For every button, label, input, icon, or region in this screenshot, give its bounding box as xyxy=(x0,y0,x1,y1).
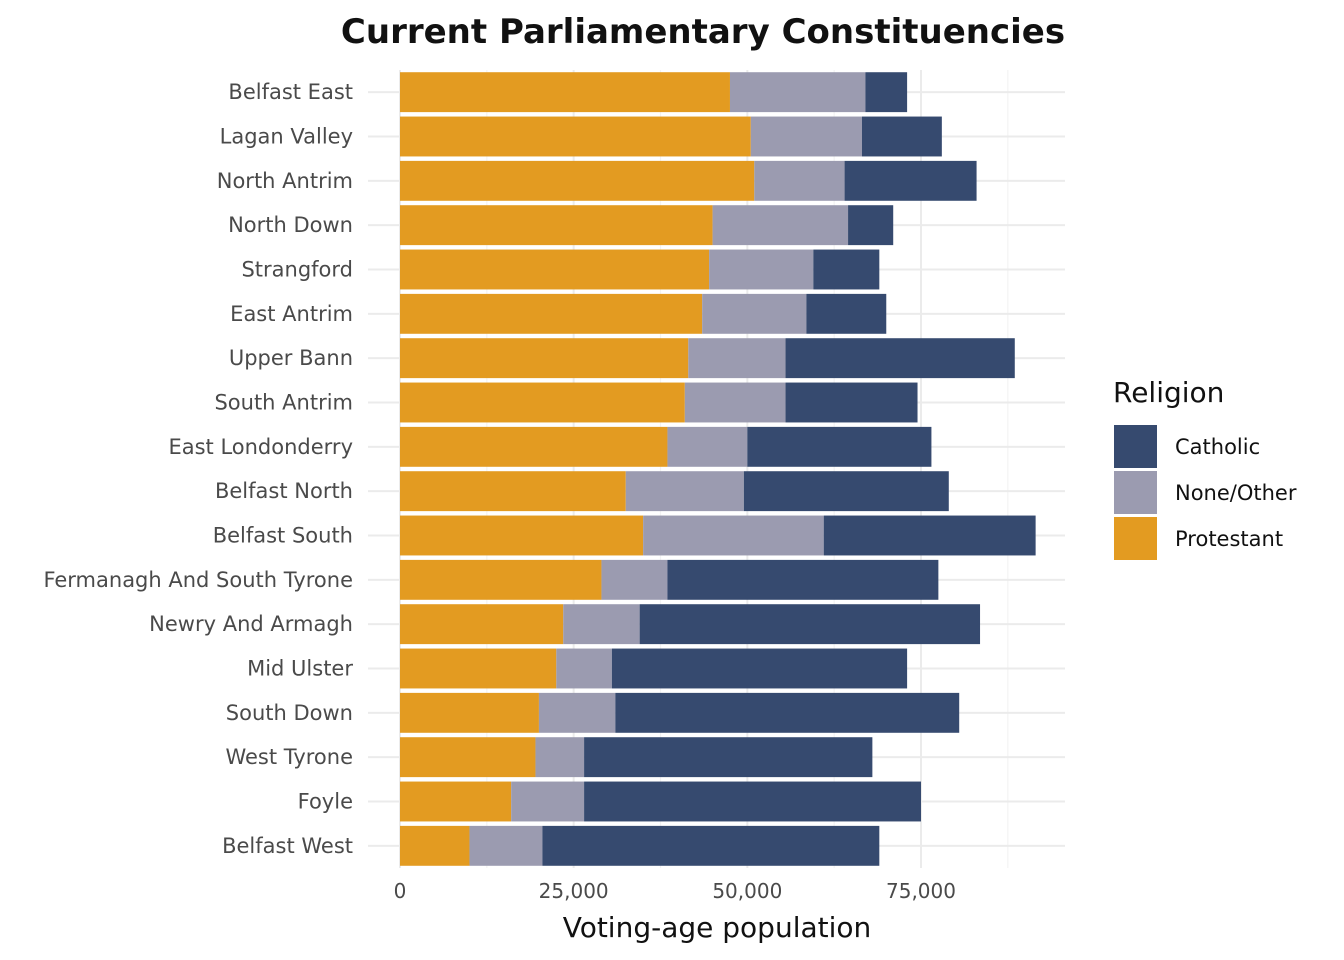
bar-none-other-mid-ulster xyxy=(556,648,612,689)
legend-label: None/Other xyxy=(1175,481,1297,505)
legend-swatch-none-other xyxy=(1114,471,1157,514)
y-tick-label: South Antrim xyxy=(214,391,353,415)
bar-none-other-belfast-east xyxy=(729,72,866,113)
x-tick-label: 0 xyxy=(394,879,407,903)
legend-swatch-protestant xyxy=(1114,517,1157,560)
bar-none-other-north-antrim xyxy=(754,160,845,201)
bar-catholic-belfast-west xyxy=(542,825,880,866)
bar-protestant-foyle xyxy=(400,781,512,822)
bars xyxy=(400,72,1036,866)
y-tick-label: North Down xyxy=(228,213,353,237)
chart-title: Current Parliamentary Constituencies xyxy=(341,12,1065,52)
bar-catholic-west-tyrone xyxy=(584,737,873,778)
bar-none-other-belfast-west xyxy=(469,825,543,866)
bar-none-other-fermanagh-and-south-tyrone xyxy=(601,559,668,600)
bar-catholic-south-down xyxy=(615,692,960,733)
bar-catholic-east-londonderry xyxy=(747,426,932,467)
bar-catholic-south-antrim xyxy=(785,382,918,423)
bar-none-other-foyle xyxy=(511,781,585,822)
bar-catholic-mid-ulster xyxy=(611,648,908,689)
bar-protestant-west-tyrone xyxy=(400,737,536,778)
bar-protestant-lagan-valley xyxy=(400,116,751,157)
bar-none-other-lagan-valley xyxy=(750,116,862,157)
bar-catholic-lagan-valley xyxy=(861,116,942,157)
y-tick-label: West Tyrone xyxy=(225,745,353,769)
x-tick-labels: 0 25,000 50,000 75,000 xyxy=(394,879,956,903)
y-tick-label: South Down xyxy=(226,701,353,725)
bar-protestant-fermanagh-and-south-tyrone xyxy=(400,559,602,600)
bar-protestant-newry-and-armagh xyxy=(400,604,564,645)
y-tick-label: East Antrim xyxy=(230,302,353,326)
x-tick-label: 50,000 xyxy=(712,879,782,903)
bar-protestant-belfast-north xyxy=(400,471,626,512)
bar-protestant-east-londonderry xyxy=(400,426,668,467)
x-tick-label: 75,000 xyxy=(886,879,956,903)
bar-catholic-foyle xyxy=(584,781,921,822)
bar-catholic-strangford xyxy=(813,249,880,290)
bar-protestant-east-antrim xyxy=(400,293,703,334)
y-tick-label: Newry And Armagh xyxy=(149,612,353,636)
legend-title: Religion xyxy=(1113,376,1224,409)
bar-none-other-upper-bann xyxy=(688,338,786,379)
legend-label: Protestant xyxy=(1175,527,1283,551)
bar-none-other-newry-and-armagh xyxy=(563,604,640,645)
y-tick-label: East Londonderry xyxy=(168,435,353,459)
y-tick-label: Strangford xyxy=(241,258,353,282)
y-tick-label: Belfast South xyxy=(213,524,353,548)
y-tick-label: Fermanagh And South Tyrone xyxy=(43,568,353,592)
bar-none-other-east-londonderry xyxy=(667,426,748,467)
bar-none-other-strangford xyxy=(709,249,814,290)
bar-protestant-belfast-west xyxy=(400,825,470,866)
x-axis-label: Voting-age population xyxy=(563,911,872,944)
bar-protestant-belfast-south xyxy=(400,515,644,556)
x-tick-label: 25,000 xyxy=(539,879,609,903)
bar-protestant-upper-bann xyxy=(400,338,689,379)
bar-protestant-north-down xyxy=(400,205,713,246)
legend-label: Catholic xyxy=(1175,435,1260,459)
y-tick-label: Belfast West xyxy=(222,834,353,858)
bar-none-other-north-down xyxy=(712,205,849,246)
y-tick-label: Upper Bann xyxy=(229,346,353,370)
bar-catholic-fermanagh-and-south-tyrone xyxy=(667,559,939,600)
y-tick-label: North Antrim xyxy=(217,169,353,193)
bar-none-other-east-antrim xyxy=(702,293,807,334)
y-tick-labels: Belfast East Lagan Valley North Antrim Nort… xyxy=(43,80,353,858)
y-tick-label: Mid Ulster xyxy=(247,657,353,681)
bar-catholic-belfast-east xyxy=(865,72,908,113)
bar-protestant-strangford xyxy=(400,249,710,290)
legend-swatch-catholic xyxy=(1114,425,1157,468)
y-tick-label: Belfast North xyxy=(215,479,353,503)
bar-protestant-belfast-east xyxy=(400,72,730,113)
bar-catholic-east-antrim xyxy=(806,293,887,334)
bar-none-other-belfast-north xyxy=(625,471,744,512)
bar-none-other-south-antrim xyxy=(684,382,786,423)
bar-catholic-newry-and-armagh xyxy=(639,604,981,645)
bar-catholic-belfast-north xyxy=(743,471,949,512)
legend: Religion Catholic None/Other Protestant xyxy=(1113,376,1297,560)
bar-protestant-south-down xyxy=(400,692,539,733)
bar-none-other-south-down xyxy=(538,692,616,733)
bar-none-other-belfast-south xyxy=(643,515,824,556)
bar-protestant-south-antrim xyxy=(400,382,685,423)
bar-protestant-north-antrim xyxy=(400,160,755,201)
bar-none-other-west-tyrone xyxy=(535,737,585,778)
bar-protestant-mid-ulster xyxy=(400,648,557,689)
bar-catholic-upper-bann xyxy=(785,338,1015,379)
bar-catholic-north-antrim xyxy=(844,160,977,201)
y-tick-label: Lagan Valley xyxy=(220,125,353,149)
y-tick-label: Belfast East xyxy=(228,80,353,104)
bar-catholic-belfast-south xyxy=(823,515,1036,556)
y-tick-label: Foyle xyxy=(298,790,353,814)
bar-catholic-north-down xyxy=(848,205,894,246)
